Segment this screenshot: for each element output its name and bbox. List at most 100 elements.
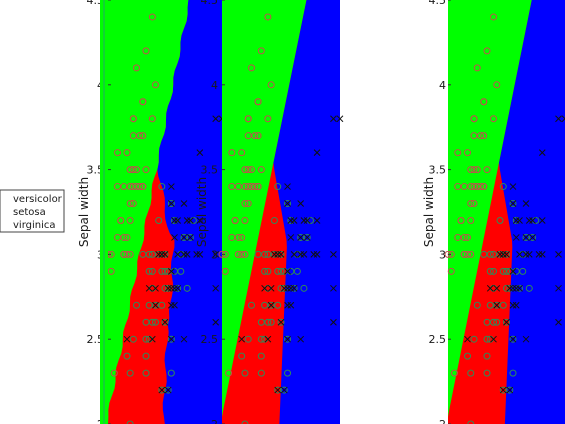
data-point-setosa bbox=[152, 81, 159, 89]
data-point-setosa bbox=[234, 233, 242, 241]
data-point-virginica-stroke bbox=[516, 217, 523, 224]
plot-panel-1: 2 2.5 3 3.5 4 4.5 Sepal width bbox=[77, 0, 226, 424]
data-point-versicolor bbox=[155, 216, 163, 224]
data-point-virginica-stroke bbox=[174, 217, 182, 224]
data-point-virginica-stroke bbox=[516, 284, 523, 292]
data-point-versicolor bbox=[503, 267, 510, 275]
data-point-virginica bbox=[284, 284, 291, 292]
data-point-virginica bbox=[145, 284, 153, 292]
data-point-versicolor bbox=[142, 352, 150, 360]
data-point-virginica-stroke bbox=[180, 200, 188, 207]
data-point-virginica bbox=[522, 335, 530, 343]
data-point-versicolor bbox=[257, 318, 265, 326]
data-point-virginica bbox=[509, 335, 517, 343]
data-point-virginica bbox=[555, 115, 562, 123]
data-point-virginica bbox=[313, 149, 321, 156]
data-point-virginica-stroke bbox=[167, 183, 175, 190]
data-point-virginica bbox=[267, 284, 275, 292]
data-point-virginica bbox=[506, 386, 514, 394]
data-point-virginica bbox=[264, 335, 272, 343]
data-point-virginica-stroke bbox=[516, 251, 523, 258]
legend-entry-versicolor: versicolor bbox=[13, 194, 63, 205]
data-point-setosa bbox=[136, 132, 144, 140]
data-point-virginica bbox=[277, 251, 285, 258]
data-point-virginica bbox=[512, 301, 520, 309]
data-point-virginica bbox=[171, 284, 178, 292]
data-point-virginica-stroke bbox=[167, 301, 175, 309]
data-point-virginica bbox=[297, 234, 305, 241]
data-point-setosa bbox=[447, 267, 455, 275]
data-point-setosa bbox=[483, 47, 491, 55]
data-point-virginica-stroke bbox=[512, 284, 520, 292]
data-point-virginica-stroke bbox=[512, 301, 520, 309]
data-point-setosa bbox=[244, 115, 252, 123]
data-point-virginica bbox=[161, 251, 169, 258]
data-point-setosa bbox=[231, 216, 239, 224]
data-point-setosa bbox=[136, 183, 144, 191]
data-point-virginica bbox=[555, 251, 562, 258]
data-point-virginica bbox=[290, 251, 298, 258]
data-point-versicolor bbox=[257, 352, 265, 360]
data-point-virginica bbox=[180, 335, 188, 343]
data-point-virginica bbox=[186, 217, 194, 224]
data-point-virginica bbox=[313, 251, 321, 258]
data-point-versicolor bbox=[274, 183, 282, 191]
data-point-virginica-stroke bbox=[555, 318, 562, 326]
data-point-virginica-stroke bbox=[555, 251, 562, 258]
data-point-setosa bbox=[454, 149, 462, 157]
data-point-virginica bbox=[538, 251, 546, 258]
y-tick-label: 4 bbox=[439, 79, 446, 92]
data-point-virginica-stroke bbox=[164, 386, 172, 394]
data-point-virginica bbox=[535, 251, 543, 258]
data-point-virginica-stroke bbox=[212, 115, 220, 123]
data-point-virginica-stroke bbox=[180, 251, 188, 258]
data-point-virginica-stroke bbox=[512, 234, 520, 241]
data-point-virginica bbox=[516, 217, 523, 224]
data-point-virginica bbox=[503, 251, 510, 258]
data-point-virginica-stroke bbox=[555, 115, 562, 123]
data-point-virginica-stroke bbox=[284, 200, 291, 207]
data-point-virginica bbox=[522, 251, 530, 258]
data-point-versicolor bbox=[529, 233, 536, 241]
data-point-virginica-stroke bbox=[509, 200, 517, 207]
data-point-virginica-stroke bbox=[145, 284, 153, 292]
data-point-setosa bbox=[470, 166, 478, 174]
data-point-virginica bbox=[297, 335, 305, 343]
data-point-virginica bbox=[196, 149, 204, 156]
data-point-versicolor bbox=[499, 183, 507, 191]
data-point-virginica-stroke bbox=[509, 301, 517, 309]
data-point-versicolor bbox=[152, 318, 159, 326]
data-point-virginica-stroke bbox=[300, 217, 308, 224]
data-point-setosa bbox=[241, 250, 249, 258]
data-point-virginica-stroke bbox=[538, 217, 546, 224]
data-point-virginica bbox=[555, 284, 562, 292]
data-point-virginica-stroke bbox=[212, 318, 220, 326]
data-point-virginica-stroke bbox=[158, 386, 166, 394]
data-point-virginica-stroke bbox=[287, 301, 295, 309]
y-tick-label: 2.5 bbox=[201, 333, 219, 346]
data-point-setosa bbox=[477, 183, 484, 191]
data-point-setosa bbox=[238, 149, 246, 157]
data-point-setosa bbox=[464, 149, 471, 157]
data-point-versicolor bbox=[161, 267, 169, 275]
data-point-virginica-stroke bbox=[174, 284, 182, 292]
data-point-setosa bbox=[129, 200, 137, 208]
data-point-virginica bbox=[212, 115, 220, 123]
data-point-virginica bbox=[238, 335, 246, 343]
data-point-virginica-stroke bbox=[561, 115, 565, 120]
data-point-virginica-stroke bbox=[284, 284, 291, 292]
data-point-versicolor bbox=[177, 267, 185, 275]
data-point-virginica bbox=[261, 284, 268, 292]
data-point-virginica-stroke bbox=[284, 335, 291, 343]
data-point-versicolor bbox=[267, 318, 275, 326]
data-point-virginica bbox=[525, 217, 533, 224]
data-point-setosa bbox=[477, 132, 484, 140]
data-point-setosa bbox=[241, 200, 249, 208]
data-point-virginica bbox=[297, 251, 305, 258]
data-point-versicolor bbox=[274, 267, 282, 275]
data-point-virginica bbox=[503, 318, 510, 326]
data-point-virginica-stroke bbox=[274, 251, 282, 258]
data-point-versicolor bbox=[133, 301, 140, 309]
data-point-setosa bbox=[251, 183, 259, 191]
data-point-virginica bbox=[183, 251, 191, 258]
